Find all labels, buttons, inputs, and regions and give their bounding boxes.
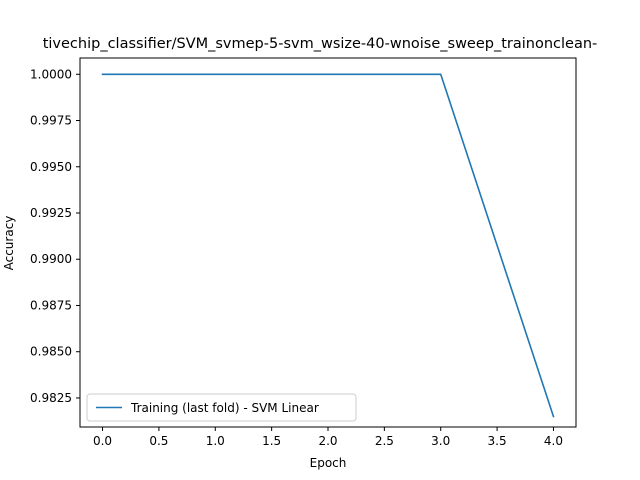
plot-frame bbox=[79, 57, 577, 428]
x-tick-label: 0.5 bbox=[149, 434, 168, 448]
y-tick-label: 0.9925 bbox=[30, 206, 72, 220]
chart-title: tivechip_classifier/SVM_svmep-5-svm_wsiz… bbox=[43, 36, 598, 52]
y-tick-label: 0.9850 bbox=[30, 345, 72, 359]
y-tick-label: 1.0000 bbox=[30, 67, 72, 81]
x-tick-label: 1.5 bbox=[262, 434, 281, 448]
y-tick-label: 0.9975 bbox=[30, 114, 72, 128]
x-tick-label: 3.0 bbox=[431, 434, 450, 448]
x-tick-label: 4.0 bbox=[544, 434, 563, 448]
x-tick-label: 3.5 bbox=[488, 434, 507, 448]
y-axis: 0.9825 0.9850 0.9875 0.9900 0.9925 0.9950 0.99… bbox=[30, 67, 80, 405]
y-tick-label: 0.9950 bbox=[30, 160, 72, 174]
y-tick-label: 0.9900 bbox=[30, 252, 72, 266]
x-axis-label: Epoch bbox=[310, 456, 347, 470]
x-tick-label: 2.0 bbox=[318, 434, 337, 448]
legend: Training (last fold) - SVM Linear bbox=[86, 393, 357, 422]
x-tick-label: 2.5 bbox=[375, 434, 394, 448]
series-line bbox=[101, 73, 555, 418]
y-tick-label: 0.9825 bbox=[30, 391, 72, 405]
x-axis: 0.0 0.5 1.0 1.5 2.0 2.5 3.0 3.5 4.0 bbox=[93, 427, 563, 448]
plot-area: 0.0 0.5 1.0 1.5 2.0 2.5 3.0 3.5 4.0 0.9825 0.9850… bbox=[30, 57, 577, 448]
legend-label: Training (last fold) - SVM Linear bbox=[130, 401, 319, 415]
x-tick-label: 0.0 bbox=[93, 434, 112, 448]
legend-box bbox=[86, 393, 357, 422]
y-tick-label: 0.9875 bbox=[30, 298, 72, 312]
series-layer bbox=[101, 73, 555, 418]
y-axis-label: Accuracy bbox=[2, 216, 16, 271]
x-tick-label: 1.0 bbox=[206, 434, 225, 448]
